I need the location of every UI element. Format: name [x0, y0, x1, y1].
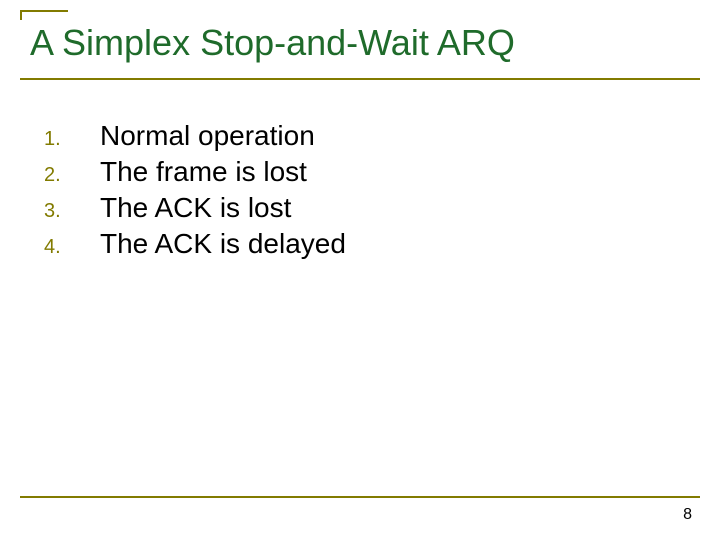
- list-item: 3. The ACK is lost: [44, 192, 700, 224]
- list-number: 4.: [44, 236, 100, 259]
- title-container: A Simplex Stop-and-Wait ARQ: [20, 10, 700, 80]
- list-item: 2. The frame is lost: [44, 156, 700, 188]
- list-number: 2.: [44, 164, 100, 187]
- list-item: 1. Normal operation: [44, 120, 700, 152]
- footer-rule: [20, 496, 700, 498]
- list-item: 4. The ACK is delayed: [44, 228, 700, 260]
- list-text: The ACK is lost: [100, 192, 291, 224]
- list-text: The ACK is delayed: [100, 228, 346, 260]
- slide-title: A Simplex Stop-and-Wait ARQ: [20, 18, 700, 64]
- list-text: The frame is lost: [100, 156, 307, 188]
- title-corner-accent: [20, 10, 68, 20]
- list-number: 1.: [44, 128, 100, 151]
- list-text: Normal operation: [100, 120, 315, 152]
- list-number: 3.: [44, 200, 100, 223]
- slide: A Simplex Stop-and-Wait ARQ 1. Normal op…: [0, 0, 720, 540]
- page-number: 8: [683, 506, 692, 524]
- slide-body: 1. Normal operation 2. The frame is lost…: [20, 80, 700, 260]
